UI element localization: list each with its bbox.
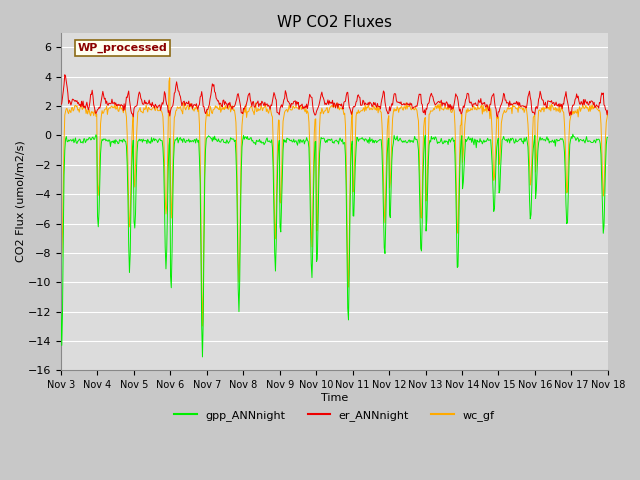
Title: WP CO2 Fluxes: WP CO2 Fluxes bbox=[277, 15, 392, 30]
Y-axis label: CO2 Flux (umol/m2/s): CO2 Flux (umol/m2/s) bbox=[15, 141, 25, 263]
Legend: gpp_ANNnight, er_ANNnight, wc_gf: gpp_ANNnight, er_ANNnight, wc_gf bbox=[170, 406, 499, 426]
X-axis label: Time: Time bbox=[321, 393, 348, 403]
Text: WP_processed: WP_processed bbox=[77, 43, 167, 53]
